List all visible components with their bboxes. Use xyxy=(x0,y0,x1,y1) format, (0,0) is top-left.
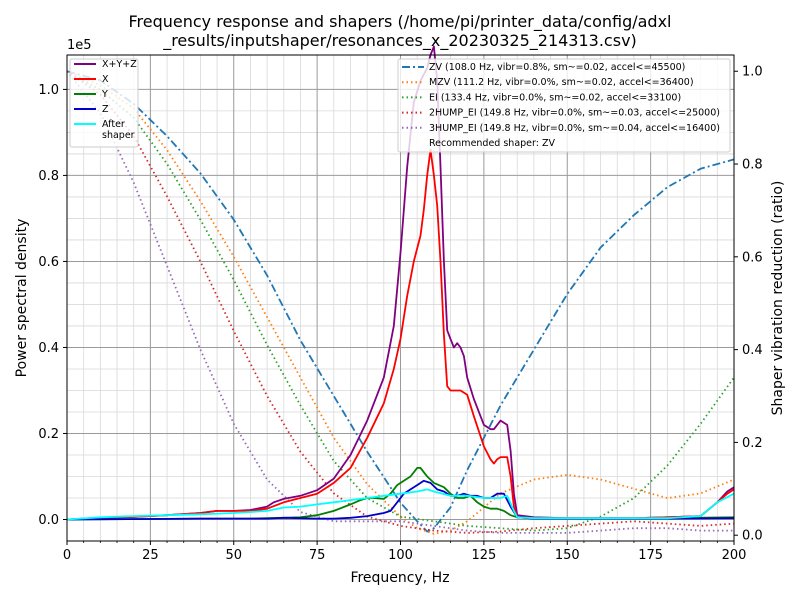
y2-tick-label: 0.2 xyxy=(742,436,763,451)
shaper-legend-box xyxy=(397,58,731,153)
shaper-curve-2 xyxy=(66,70,735,532)
chart-title-line-2: _results/inputshaper/resonances_x_202303… xyxy=(162,31,637,51)
psd-curve-2 xyxy=(66,467,735,521)
chart-title-line-1: Frequency response and shapers (/home/pi… xyxy=(128,12,671,32)
x-tick-label: 175 xyxy=(638,548,663,563)
y2-axis-label: Shaper vibration reduction (ratio) xyxy=(770,181,786,416)
shaper-legend-label: 3HUMP_EI (149.8 Hz, vibr=0.0%, sm~=0.04,… xyxy=(429,123,720,134)
y-tick-label: 0.4 xyxy=(38,341,59,356)
psd-legend-label: Y xyxy=(101,89,108,100)
y-tick-label: 0.8 xyxy=(38,169,59,184)
x-tick-label: 150 xyxy=(555,548,580,563)
x-tick-label: 50 xyxy=(225,548,242,563)
shaper-curves xyxy=(66,70,735,535)
psd-legend-label: X xyxy=(102,74,109,85)
x-tick-label: 0 xyxy=(63,548,71,563)
psd-legend-label: Z xyxy=(102,104,109,115)
psd-legend-label: shaper xyxy=(102,130,135,141)
x-tick-label: 200 xyxy=(722,548,747,563)
shaper-curve-1 xyxy=(66,70,735,535)
x-tick-label: 25 xyxy=(142,548,159,563)
psd-curve-4 xyxy=(66,488,735,521)
y-tick-label: 1.0 xyxy=(38,83,59,98)
y2-tick-label: 0.6 xyxy=(742,250,763,265)
psd-legend-label: X+Y+Z xyxy=(102,59,137,70)
y-tick-label: 0.6 xyxy=(38,255,59,270)
y-axis-label: Power spectral density xyxy=(14,219,30,378)
axes: 0 25 50 75 100 125 150 175 200 0.0 0.2 0.4 0.6 0.8 1.0… xyxy=(38,65,762,563)
x-tick-label: 100 xyxy=(388,548,413,563)
shaper-curve-0 xyxy=(66,70,735,533)
shaper-legend: ZV (108.0 Hz, vibr=0.8%, sm~=0.02, accel… xyxy=(397,58,731,153)
shaper-legend-label: ZV (108.0 Hz, vibr=0.8%, sm~=0.02, accel… xyxy=(429,62,685,73)
y2-tick-label: 0.0 xyxy=(742,529,763,544)
y2-tick-label: 1.0 xyxy=(742,65,763,80)
shaper-legend-label: EI (133.4 Hz, vibr=0.0%, sm~=0.02, accel… xyxy=(429,92,681,103)
x-tick-label: 75 xyxy=(309,548,326,563)
y2-tick-label: 0.4 xyxy=(742,343,763,358)
y-axis-multiplier: 1e5 xyxy=(67,38,92,53)
y-tick-label: 0.2 xyxy=(38,427,59,442)
psd-legend-label: After xyxy=(102,119,125,130)
x-axis-label: Frequency, Hz xyxy=(350,570,449,586)
recommended-shaper-text: Recommended shaper: ZV xyxy=(429,138,555,149)
shaper-legend-label: MZV (111.2 Hz, vibr=0.0%, sm~=0.02, acce… xyxy=(429,77,694,88)
x-tick-label: 125 xyxy=(471,548,496,563)
y2-tick-label: 0.8 xyxy=(742,158,763,173)
y-tick-label: 0.0 xyxy=(38,513,59,528)
shaper-legend-label: 2HUMP_EI (149.8 Hz, vibr=0.0%, sm~=0.03,… xyxy=(429,108,720,119)
